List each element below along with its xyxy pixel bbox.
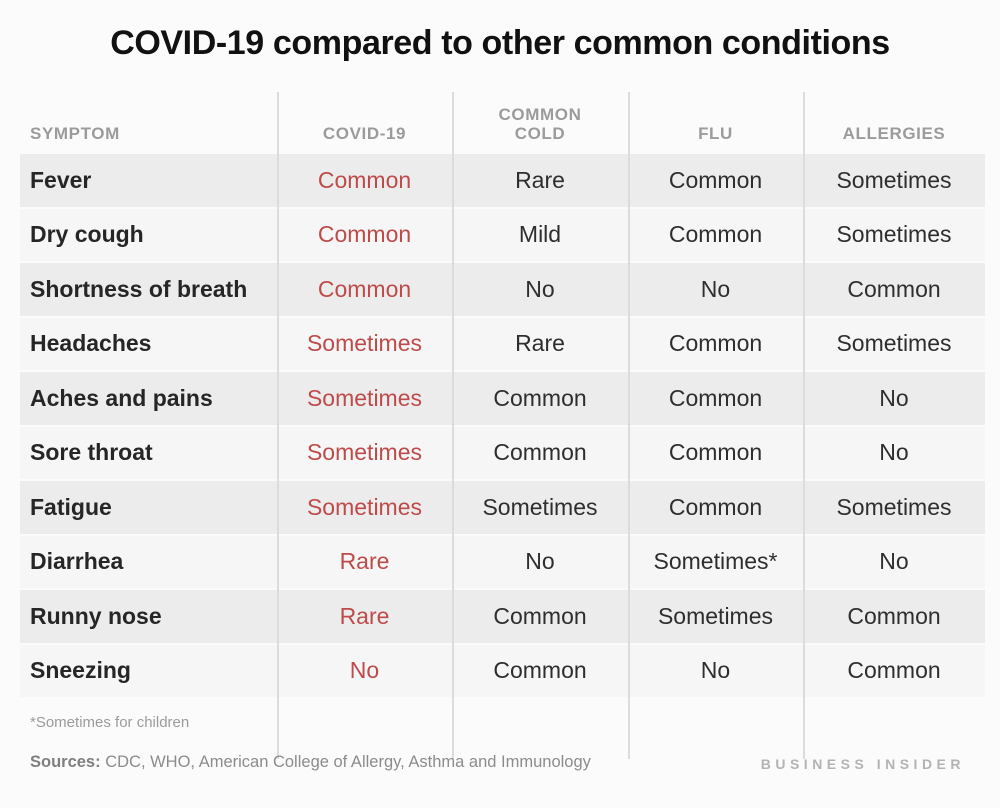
table-row-sore-throat: Sore throat Sometimes Common Common No — [20, 426, 985, 479]
covid19-cell: Rare — [339, 548, 390, 575]
allergies-cell: No — [879, 384, 909, 411]
flu-cell: No — [700, 275, 731, 302]
table-row-shortness-of-breath: Shortness of breath Common No No Common — [20, 263, 985, 316]
allergies-cell: Sometimes — [836, 221, 952, 248]
symptom-cell: Dry cough — [30, 221, 144, 248]
covid19-cell: No — [349, 657, 380, 684]
covid19-cell: Sometimes — [306, 384, 423, 411]
table-row-fatigue: Fatigue Sometimes Sometimes Common Somet… — [20, 481, 985, 534]
covid19-cell: Rare — [339, 602, 390, 629]
common-cold-cell: Common — [493, 657, 587, 684]
symptom-cell: Headaches — [30, 330, 152, 357]
symptom-cell: Sore throat — [30, 439, 153, 466]
common-cold-cell: Rare — [515, 166, 565, 193]
allergies-cell: No — [879, 439, 909, 466]
column-header-flu: FLU — [698, 124, 733, 144]
flu-cell: Common — [668, 221, 763, 248]
column-divider — [277, 92, 279, 759]
table-row-diarrhea: Diarrhea Rare No Sometimes* No — [20, 535, 985, 588]
common-cold-cell: Sometimes — [482, 493, 598, 520]
allergies-cell: Common — [847, 602, 941, 629]
flu-cell: Sometimes* — [653, 548, 778, 575]
covid19-cell: Sometimes — [306, 439, 423, 466]
table-header-row: SYMPTOM COVID-19 COMMON COLD FLU ALLERGI… — [20, 92, 985, 154]
common-cold-cell: Common — [493, 439, 587, 466]
column-header-symptom: SYMPTOM — [30, 124, 120, 144]
common-cold-cell: Common — [493, 384, 587, 411]
allergies-cell: Sometimes — [836, 330, 952, 357]
sources-label: Sources: — [30, 753, 101, 771]
column-header-allergies: ALLERGIES — [842, 124, 946, 144]
symptom-cell: Shortness of breath — [30, 275, 248, 302]
sources-line: Sources: CDC, WHO, American College of A… — [30, 753, 591, 772]
symptom-cell: Aches and pains — [30, 384, 213, 411]
symptom-cell: Fatigue — [30, 493, 112, 520]
page-title: COVID-19 compared to other common condit… — [110, 24, 890, 62]
flu-cell: Common — [668, 330, 763, 357]
table-row-runny-nose: Runny nose Rare Common Sometimes Common — [20, 590, 985, 643]
table-row-headaches: Headaches Sometimes Rare Common Sometime… — [20, 317, 985, 370]
column-header-covid19: COVID-19 — [322, 124, 407, 144]
flu-cell: Sometimes — [657, 602, 774, 629]
common-cold-cell: Rare — [515, 330, 565, 357]
table-row-sneezing: Sneezing No Common No Common — [20, 644, 985, 697]
table-row-fever: Fever Common Rare Common Sometimes — [20, 154, 985, 207]
business-insider-logo: BUSINESS INSIDER — [760, 756, 965, 772]
allergies-cell: Common — [847, 657, 941, 684]
column-header-common-cold: COMMON COLD — [452, 105, 628, 154]
column-header-common-cold-label: COMMON COLD — [498, 104, 582, 144]
symptom-cell: Sneezing — [30, 657, 131, 684]
column-divider — [452, 92, 454, 759]
column-divider — [628, 92, 630, 759]
symptom-cell: Runny nose — [30, 602, 162, 629]
allergies-cell: No — [879, 548, 909, 575]
flu-cell: Common — [668, 439, 763, 466]
table-row-dry-cough: Dry cough Common Mild Common Sometimes — [20, 208, 985, 261]
table-row-aches-and-pains: Aches and pains Sometimes Common Common … — [20, 372, 985, 425]
column-divider — [803, 92, 805, 759]
covid19-cell: Sometimes — [306, 493, 423, 520]
common-cold-cell: No — [525, 548, 555, 575]
flu-cell: Common — [668, 493, 763, 520]
comparison-table: SYMPTOM COVID-19 COMMON COLD FLU ALLERGI… — [20, 92, 985, 759]
allergies-cell: Sometimes — [836, 166, 952, 193]
flu-cell: Common — [668, 166, 763, 193]
sources-text: CDC, WHO, American College of Allergy, A… — [100, 753, 591, 771]
covid19-cell: Sometimes — [306, 330, 423, 357]
flu-cell: Common — [668, 384, 763, 411]
flu-cell: No — [700, 657, 731, 684]
covid19-cell: Common — [317, 166, 412, 193]
allergies-cell: Sometimes — [836, 493, 952, 520]
symptom-cell: Diarrhea — [30, 548, 124, 575]
allergies-cell: Common — [847, 275, 941, 302]
symptom-cell: Fever — [30, 166, 92, 193]
covid19-cell: Common — [317, 221, 412, 248]
footnote: *Sometimes for children — [30, 714, 190, 731]
common-cold-cell: No — [525, 275, 555, 302]
common-cold-cell: Common — [493, 602, 587, 629]
common-cold-cell: Mild — [518, 221, 562, 248]
covid19-cell: Common — [317, 275, 412, 302]
